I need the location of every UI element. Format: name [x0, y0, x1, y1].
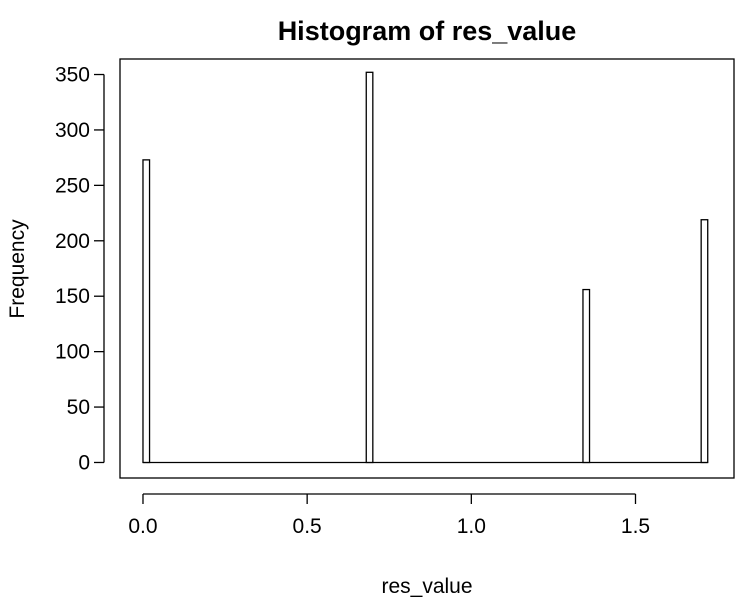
- histogram-bar-1: [365, 71, 374, 464]
- chart-title: Histogram of res_value: [278, 16, 577, 46]
- x-axis: 0.0 0.5 1.0 1.5: [128, 493, 650, 538]
- x-tick-label: 1.5: [621, 515, 650, 538]
- x-tick-label: 0.0: [128, 515, 157, 538]
- x-tick-label: 0.5: [293, 515, 322, 538]
- y-tick-label: 100: [55, 341, 90, 364]
- y-tick-label: 350: [55, 64, 90, 87]
- y-tick-label: 150: [55, 285, 90, 308]
- y-tick-label: 200: [55, 230, 90, 253]
- histogram-bars: [142, 71, 709, 464]
- y-tick-label: 300: [55, 119, 90, 142]
- y-axis: 0 50 100 150 200 250 300 350: [55, 64, 105, 474]
- histogram-bar-2: [582, 288, 591, 464]
- y-tick-label: 50: [67, 396, 90, 419]
- x-tick-label: 1.0: [457, 515, 486, 538]
- y-tick-label: 250: [55, 174, 90, 197]
- y-tick-label: 0: [78, 451, 90, 474]
- y-axis-title: Frequency: [6, 219, 29, 319]
- x-axis-title: res_value: [381, 575, 472, 598]
- histogram-bar-3: [700, 219, 709, 464]
- plot-frame: [119, 58, 735, 479]
- histogram-bar-0: [142, 159, 151, 464]
